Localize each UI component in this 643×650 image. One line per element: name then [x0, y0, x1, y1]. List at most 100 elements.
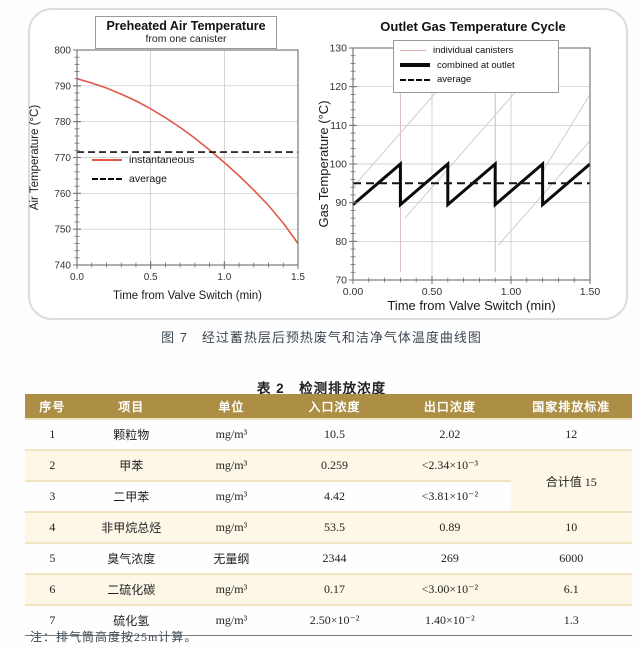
- table-cell: mg/m³: [182, 449, 280, 481]
- table-cell: 合计值 15: [510, 449, 632, 512]
- svg-text:0.00: 0.00: [343, 286, 364, 298]
- svg-text:750: 750: [54, 225, 71, 236]
- table-title: 表 2 检测排放浓度: [256, 381, 387, 396]
- svg-text:1.00: 1.00: [501, 286, 522, 298]
- table-cell: 1.40×10⁻²: [389, 604, 511, 636]
- legend-label: individual canisters: [433, 45, 514, 56]
- table-row: 3 二甲苯 mg/m³ 4.42 <3.81×10⁻²: [25, 480, 632, 512]
- svg-text:70: 70: [335, 275, 347, 287]
- svg-text:Air Temperature (°C): Air Temperature (°C): [29, 105, 41, 211]
- instantaneous-line-swatch-icon: [92, 159, 122, 162]
- svg-text:Time from Valve Switch (min): Time from Valve Switch (min): [113, 290, 262, 302]
- table-row: 6 二硫化碳 mg/m³ 0.17 <3.00×10⁻² 6.1: [25, 573, 632, 605]
- svg-text:1.0: 1.0: [217, 272, 231, 283]
- svg-text:770: 770: [54, 153, 71, 164]
- svg-text:800: 800: [54, 46, 71, 57]
- table-cell: 0.89: [389, 511, 511, 543]
- table-cell: <2.34×10⁻³: [389, 449, 511, 481]
- svg-text:740: 740: [54, 261, 71, 272]
- table-cell: 非甲烷总烃: [79, 511, 183, 543]
- table-cell: 10.5: [279, 418, 390, 450]
- table-cell: 6.1: [510, 573, 632, 605]
- svg-text:780: 780: [54, 117, 71, 128]
- table-cell: mg/m³: [182, 604, 280, 636]
- svg-text:80: 80: [335, 236, 347, 248]
- table-cell: 二硫化碳: [79, 573, 183, 605]
- legend-item: instantaneous: [92, 151, 194, 170]
- table-body: 1 颗粒物 mg/m³ 10.5 2.02 12 2 甲苯 mg/m³ 0.259 <2.34×10…: [25, 418, 632, 636]
- combined-outlet-line-swatch-icon: [400, 63, 430, 68]
- table-cell: 6: [25, 573, 80, 605]
- table-cell: 无量纲: [182, 542, 280, 574]
- table-cell: 甲苯: [79, 449, 183, 481]
- table-cell: 0.259: [279, 449, 390, 481]
- table-cell: 2: [25, 449, 80, 481]
- preheated-air-chart: 0.0 0.5 1.0 1.5 740 750 760 770 780 790 800 Time fr…: [29, 46, 305, 303]
- table-cell: mg/m³: [182, 480, 280, 512]
- table-cell: 53.5: [279, 511, 390, 543]
- table-cell: 1.3: [510, 604, 632, 636]
- legend-item: individual canisters: [400, 44, 552, 59]
- individual-canisters-line-swatch-icon: [400, 49, 426, 51]
- table-cell: 6000: [510, 542, 632, 574]
- table-cell: 269: [389, 542, 511, 574]
- svg-text:0.5: 0.5: [144, 272, 158, 283]
- table-cell: 2.02: [389, 418, 511, 450]
- emissions-table: 序号 项目 单位 入口浓度 出口浓度 国家排放标准 1 颗粒物 mg/m³ 10.5 2…: [25, 394, 632, 636]
- right-chart-legend: individual canisters combined at outlet …: [393, 40, 559, 94]
- table-header-row: 序号 项目 单位 入口浓度 出口浓度 国家排放标准: [25, 394, 632, 419]
- legend-label: combined at outlet: [437, 59, 515, 71]
- svg-text:0.0: 0.0: [70, 272, 84, 283]
- svg-text:790: 790: [54, 81, 71, 92]
- table-cell: 3: [25, 480, 80, 512]
- average-dashed-swatch-icon: [92, 178, 122, 181]
- left-chart-subtitle: from one canister: [145, 33, 227, 45]
- left-chart-title-box: Preheated Air Temperature from one canis…: [95, 16, 277, 49]
- table-cell: 12: [510, 418, 632, 450]
- col-header-inlet: 入口浓度: [279, 394, 390, 419]
- table-note: 注：排气筒高度按25m计算。: [30, 630, 198, 644]
- table-cell: mg/m³: [182, 573, 280, 605]
- table-row: 4 非甲烷总烃 mg/m³ 53.5 0.89 10: [25, 511, 632, 543]
- table-cell: 5: [25, 542, 80, 574]
- col-header-outlet: 出口浓度: [389, 394, 511, 419]
- col-header-standard: 国家排放标准: [510, 394, 632, 419]
- table-row: 2 甲苯 mg/m³ 0.259 <2.34×10⁻³ 合计值 15: [25, 449, 632, 512]
- table-cell: 2344: [279, 542, 390, 574]
- svg-text:1.5: 1.5: [291, 272, 305, 283]
- svg-text:Time from Valve Switch (min): Time from Valve Switch (min): [387, 298, 555, 313]
- legend-label: instantaneous: [129, 154, 195, 166]
- legend-label: average: [437, 74, 472, 86]
- svg-text:0.50: 0.50: [422, 286, 443, 298]
- svg-text:90: 90: [335, 197, 347, 209]
- svg-text:760: 760: [54, 189, 71, 200]
- svg-text:110: 110: [330, 120, 347, 132]
- figure-caption: 图 7 经过蓄热层后预热废气和洁净气体温度曲线图: [161, 330, 482, 345]
- outlet-gas-chart: 0.00 0.50 1.00 1.50 70 80 90 100 110 120 130 Time f…: [318, 43, 601, 314]
- table-cell: mg/m³: [182, 418, 280, 450]
- table-cell: 10: [510, 511, 632, 543]
- svg-text:1.50: 1.50: [580, 286, 601, 298]
- table-cell: mg/m³: [182, 511, 280, 543]
- svg-text:120: 120: [329, 81, 347, 93]
- table-cell: 0.17: [279, 573, 390, 605]
- svg-text:130: 130: [329, 43, 347, 55]
- col-header-unit: 单位: [182, 394, 280, 419]
- table-cell: 臭气浓度: [79, 542, 183, 574]
- left-chart-legend: instantaneous average: [92, 151, 194, 189]
- table-row: 5 臭气浓度 无量纲 2344 269 6000: [25, 542, 632, 574]
- legend-item: average: [92, 170, 194, 189]
- left-chart-title: Preheated Air Temperature: [106, 19, 266, 33]
- right-chart-title: Outlet Gas Temperature Cycle: [366, 19, 580, 34]
- col-header-item: 项目: [79, 394, 183, 419]
- svg-text:100: 100: [329, 159, 347, 171]
- table-cell: 7: [25, 604, 80, 636]
- legend-item: combined at outlet: [400, 59, 552, 74]
- table-cell: <3.81×10⁻²: [389, 480, 511, 512]
- table-row: 7 硫化氢 mg/m³ 2.50×10⁻² 1.40×10⁻² 1.3: [25, 604, 632, 636]
- table-cell: 二甲苯: [79, 480, 183, 512]
- legend-label: average: [129, 172, 167, 185]
- table-cell: 1: [25, 418, 80, 450]
- table-cell: 2.50×10⁻²: [279, 604, 390, 636]
